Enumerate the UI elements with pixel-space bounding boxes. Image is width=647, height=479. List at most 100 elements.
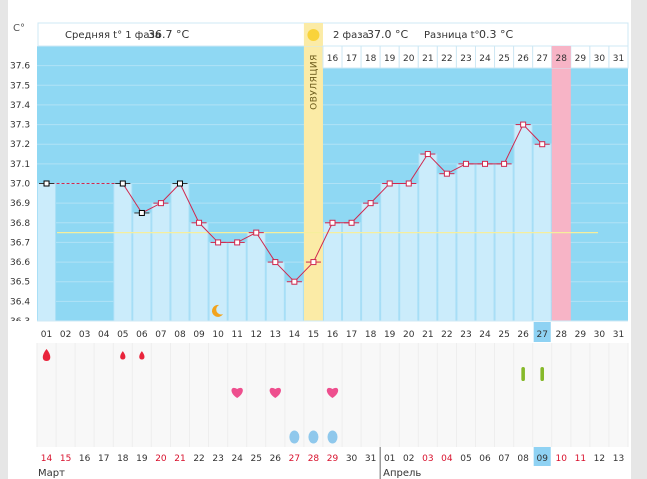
cycle-day-label: 11 [231, 330, 242, 340]
temperature-bar [170, 183, 190, 322]
water-drop-icon [327, 430, 338, 444]
top-day-label: 27 [536, 54, 547, 64]
cycle-day-label: 06 [136, 330, 148, 340]
y-tick-label: 36.5 [10, 278, 30, 288]
temperature-point [520, 121, 527, 128]
y-tick-label: 37.6 [10, 62, 30, 72]
cycle-day-label: 14 [289, 330, 301, 340]
cycle-day-label: 26 [517, 330, 529, 340]
temperature-bar [399, 183, 419, 322]
temperature-bar [418, 153, 438, 322]
temperature-point [215, 239, 222, 246]
date-label: 18 [117, 454, 129, 464]
cycle-day-label: 24 [479, 330, 491, 340]
temperature-point [348, 219, 355, 226]
y-tick-label: 36.9 [10, 199, 30, 209]
temperature-point [405, 180, 412, 187]
temperature-point [386, 180, 393, 187]
date-label: 17 [98, 454, 109, 464]
top-day-label: 18 [365, 54, 377, 64]
date-label: 08 [517, 454, 529, 464]
cycle-day-label: 09 [193, 330, 205, 340]
temperature-bar [322, 222, 343, 322]
temperature-point [253, 229, 260, 236]
cycle-day-label: 07 [155, 330, 166, 340]
cycle-day-label: 27 [536, 330, 547, 340]
top-day-label: 22 [441, 54, 452, 64]
date-label: 30 [346, 454, 358, 464]
temperature-bar [475, 163, 495, 322]
today-date-highlight [533, 447, 551, 466]
date-label: 03 [422, 454, 433, 464]
left-frame [0, 0, 8, 479]
top-day-label: 31 [613, 54, 624, 64]
top-margin [8, 0, 631, 18]
temperature-point [196, 219, 203, 226]
temperature-bar [132, 212, 152, 322]
cycle-day-label: 16 [327, 330, 339, 340]
top-day-label: 25 [498, 54, 509, 64]
temperature-point [138, 209, 145, 216]
date-label: 25 [251, 454, 262, 464]
y-tick-label: 37.2 [10, 140, 30, 150]
temperature-point [539, 141, 546, 148]
green-marker-icon [540, 367, 545, 381]
blood-drop-icon [42, 349, 51, 361]
cycle-day-label: 25 [498, 330, 509, 340]
date-label: 16 [79, 454, 91, 464]
y-tick-label: 37.4 [10, 101, 30, 111]
temperature-point [272, 259, 279, 266]
temperature-bar [513, 124, 533, 322]
difference-label: Разница t° [424, 30, 480, 41]
date-row-background [37, 447, 628, 467]
date-label: 01 [384, 454, 395, 464]
cycle-day-label: 28 [556, 330, 568, 340]
temperature-point [291, 278, 298, 285]
date-label: 15 [60, 454, 71, 464]
date-label: 05 [460, 454, 471, 464]
y-tick-label: 36.8 [10, 219, 30, 229]
temperature-bar [342, 222, 362, 322]
temperature-bar [284, 281, 304, 322]
phase2-value: 37.0 °C [367, 28, 408, 41]
temperature-bar [380, 183, 400, 322]
y-tick-label: 36.6 [10, 258, 30, 268]
date-label: 06 [479, 454, 491, 464]
date-label: 09 [536, 454, 548, 464]
heart-icon [269, 387, 281, 398]
date-label: 27 [289, 454, 300, 464]
axes: 36.336.436.536.636.736.836.937.037.137.2… [8, 45, 631, 343]
top-day-label: 16 [327, 54, 339, 64]
date-label: 02 [403, 454, 414, 464]
date-label: 19 [136, 454, 148, 464]
cycle-day-label: 08 [174, 330, 186, 340]
temperature-bar [246, 232, 266, 322]
difference-value: 0.3 °C [479, 28, 513, 41]
today-highlight [533, 322, 551, 342]
date-label: 13 [613, 454, 624, 464]
temperature-point [462, 160, 469, 167]
date-label: 20 [155, 454, 167, 464]
y-tick-label: 36.4 [10, 297, 30, 307]
cycle-day-label: 23 [460, 330, 471, 340]
top-day-label: 28 [556, 54, 568, 64]
y-tick-label: 36.7 [10, 238, 30, 248]
cycle-day-label: 30 [594, 330, 606, 340]
water-drop-icon [289, 430, 300, 444]
temperature-bar [456, 163, 476, 322]
date-label: 24 [231, 454, 243, 464]
date-label: 28 [308, 454, 320, 464]
temperature-bar [227, 241, 247, 322]
date-label: 22 [193, 454, 204, 464]
temperature-point [310, 259, 317, 266]
cycle-day-label: 21 [422, 330, 433, 340]
temperature-point [157, 200, 164, 207]
blood-drop-icon [139, 351, 145, 360]
top-day-label: 30 [594, 54, 606, 64]
date-label: 29 [327, 454, 339, 464]
cycle-day-label: 12 [251, 330, 262, 340]
blood-drop-icon [120, 351, 126, 360]
ovulation-label: ОВУЛЯЦИЯ [309, 54, 319, 110]
top-day-label: 29 [575, 54, 587, 64]
